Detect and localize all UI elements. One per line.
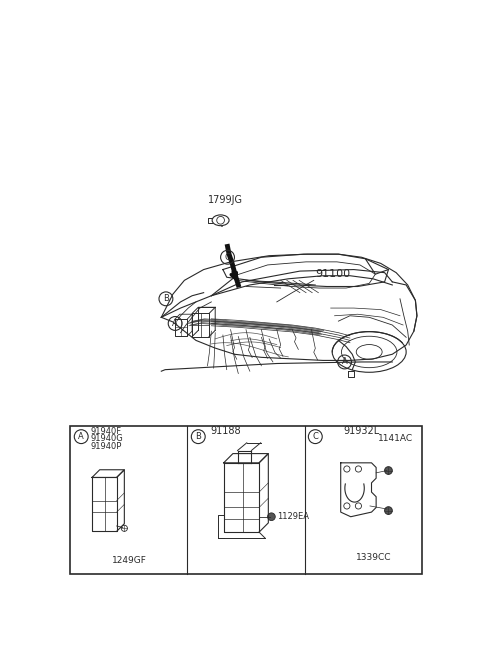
Text: 91932L: 91932L xyxy=(343,426,379,436)
Text: A: A xyxy=(342,358,348,366)
Text: 1799JG: 1799JG xyxy=(208,195,243,205)
Text: 91940F: 91940F xyxy=(90,426,121,436)
Text: B: B xyxy=(163,294,169,303)
Text: 1249GF: 1249GF xyxy=(111,556,146,565)
Text: 91100: 91100 xyxy=(315,269,350,279)
Text: 91188: 91188 xyxy=(211,426,241,436)
Text: 91940G: 91940G xyxy=(90,434,123,443)
Text: A: A xyxy=(78,432,84,441)
Bar xyxy=(71,426,421,574)
Text: 1339CC: 1339CC xyxy=(356,553,392,562)
Text: C: C xyxy=(225,253,230,262)
Text: 91940P: 91940P xyxy=(90,442,122,451)
Text: B: B xyxy=(195,432,201,441)
Circle shape xyxy=(384,466,392,474)
Circle shape xyxy=(384,507,392,514)
Text: C: C xyxy=(312,432,318,441)
Text: 1129EA: 1129EA xyxy=(277,512,310,521)
Circle shape xyxy=(267,513,275,521)
Text: A: A xyxy=(172,319,178,328)
Text: 1141AC: 1141AC xyxy=(378,434,413,443)
